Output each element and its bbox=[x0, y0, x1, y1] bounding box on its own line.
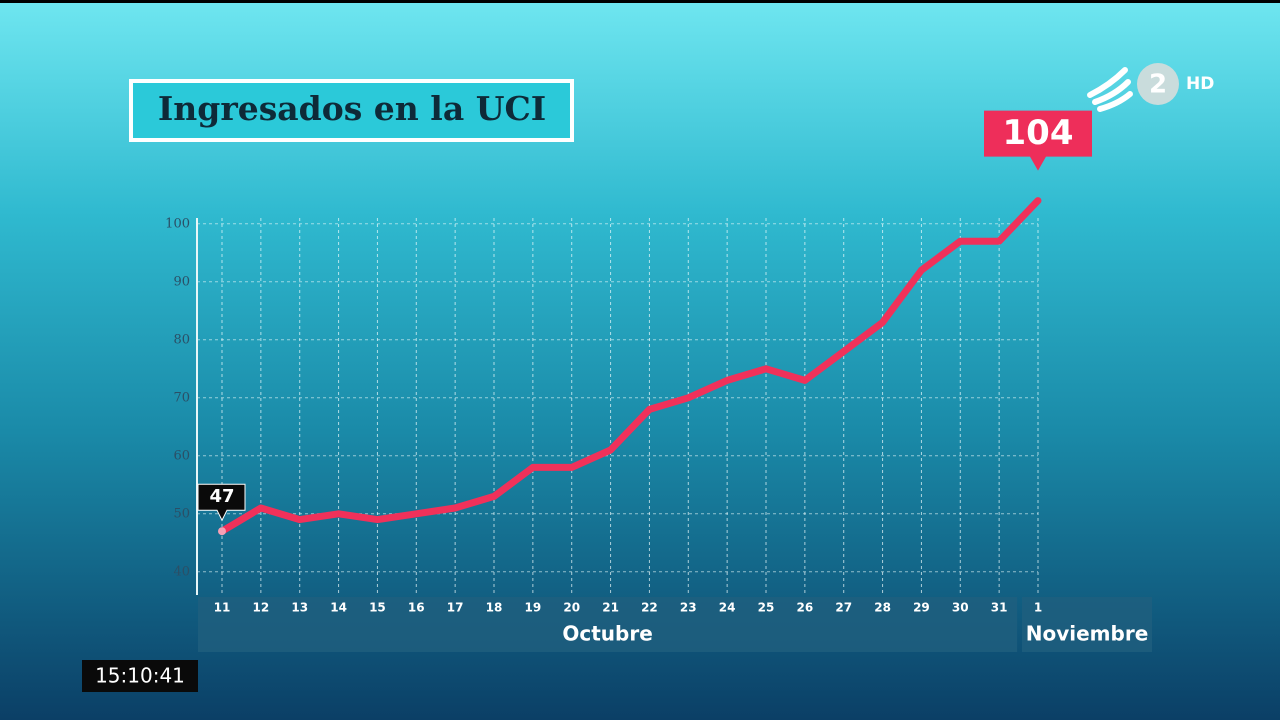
x-tick-label: 30 bbox=[952, 601, 969, 615]
y-tick-label: 70 bbox=[173, 390, 190, 405]
x-tick-label: 23 bbox=[680, 601, 697, 615]
data-line bbox=[218, 197, 1042, 535]
x-tick-label: 25 bbox=[758, 601, 775, 615]
x-tick-label: 26 bbox=[797, 601, 814, 615]
x-tick-label: 16 bbox=[408, 601, 425, 615]
clock: 15:10:41 bbox=[95, 664, 185, 688]
value-label: 104 bbox=[1003, 113, 1074, 153]
logo-quality: HD bbox=[1186, 74, 1214, 94]
x-tick-label: 31 bbox=[991, 601, 1008, 615]
value-callout bbox=[197, 483, 246, 522]
y-tick-label: 100 bbox=[165, 216, 190, 231]
y-tick-label: 80 bbox=[173, 332, 190, 347]
x-tick-label: 19 bbox=[525, 601, 542, 615]
x-tick-label: 1 bbox=[1034, 601, 1042, 615]
y-tick-label: 60 bbox=[173, 448, 190, 463]
x-group-label: Octubre bbox=[562, 622, 652, 646]
point-marker bbox=[218, 527, 226, 536]
chart-title: Ingresados en la UCI bbox=[158, 89, 546, 128]
y-tick-label: 50 bbox=[173, 506, 190, 521]
x-tick-label: 21 bbox=[602, 601, 619, 615]
x-tick-label: 29 bbox=[913, 601, 930, 615]
x-tick-label: 12 bbox=[253, 601, 270, 615]
x-group-label: Noviembre bbox=[1026, 622, 1149, 646]
x-tick-label: 17 bbox=[447, 601, 464, 615]
logo: 2 HD bbox=[1087, 63, 1214, 112]
logo-mark bbox=[1087, 67, 1133, 112]
top-edge bbox=[0, 0, 1280, 3]
x-tick-label: 13 bbox=[291, 601, 308, 615]
title-box bbox=[129, 79, 574, 142]
value-label: 47 bbox=[209, 486, 234, 507]
x-tick-label: 14 bbox=[330, 601, 347, 615]
x-tick-label: 18 bbox=[486, 601, 503, 615]
x-tick-label: 15 bbox=[369, 601, 386, 615]
x-tick-label: 11 bbox=[214, 601, 231, 615]
y-tick-label: 90 bbox=[173, 274, 190, 289]
x-group-band bbox=[198, 597, 1018, 652]
x-group-band bbox=[1022, 597, 1152, 652]
x-tick-label: 28 bbox=[874, 601, 891, 615]
clock-box bbox=[82, 660, 198, 692]
x-tick-label: 27 bbox=[835, 601, 852, 615]
logo-circle bbox=[1137, 63, 1179, 105]
x-tick-label: 24 bbox=[719, 601, 736, 615]
logo-channel: 2 bbox=[1149, 70, 1167, 100]
value-callout bbox=[984, 110, 1092, 171]
x-tick-label: 22 bbox=[641, 601, 658, 615]
y-tick-label: 40 bbox=[173, 564, 190, 579]
x-tick-label: 20 bbox=[563, 601, 580, 615]
